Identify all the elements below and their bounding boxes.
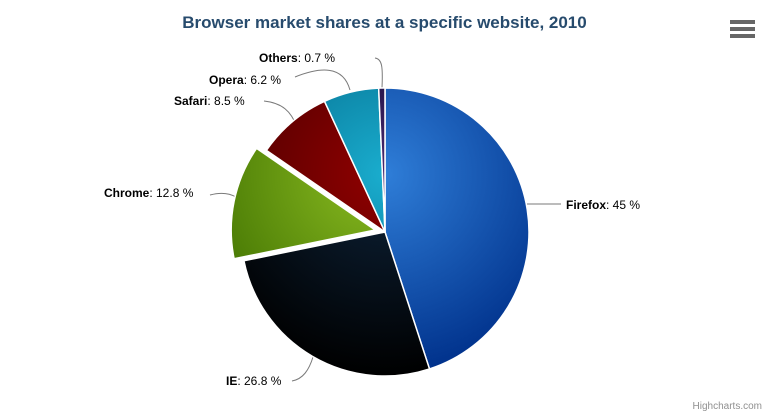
pie-slices <box>230 87 530 377</box>
data-label-safari: Safari: 8.5 % <box>174 94 245 108</box>
data-label-ie: IE: 26.8 % <box>226 374 282 388</box>
label-connector-others <box>374 57 383 89</box>
label-connector-chrome <box>209 192 237 198</box>
label-connector-ie <box>291 356 314 382</box>
chart-title: Browser market shares at a specific webs… <box>182 13 587 32</box>
data-label-others: Others: 0.7 % <box>259 51 336 65</box>
label-connector-opera <box>294 69 351 91</box>
export-menu-button[interactable] <box>728 17 757 41</box>
pie-slice-ie[interactable] <box>243 231 431 377</box>
pie-slice-firefox[interactable] <box>384 87 530 370</box>
data-label-firefox: Firefox: 45 % <box>566 198 641 212</box>
credits-link[interactable]: Highcharts.com <box>692 401 762 412</box>
hamburger-icon <box>730 20 755 38</box>
data-label-opera: Opera: 6.2 % <box>209 73 282 87</box>
data-label-chrome: Chrome: 12.8 % <box>104 186 194 200</box>
pie-slice-others[interactable] <box>377 87 386 233</box>
pie-slice-chrome[interactable] <box>230 147 376 260</box>
